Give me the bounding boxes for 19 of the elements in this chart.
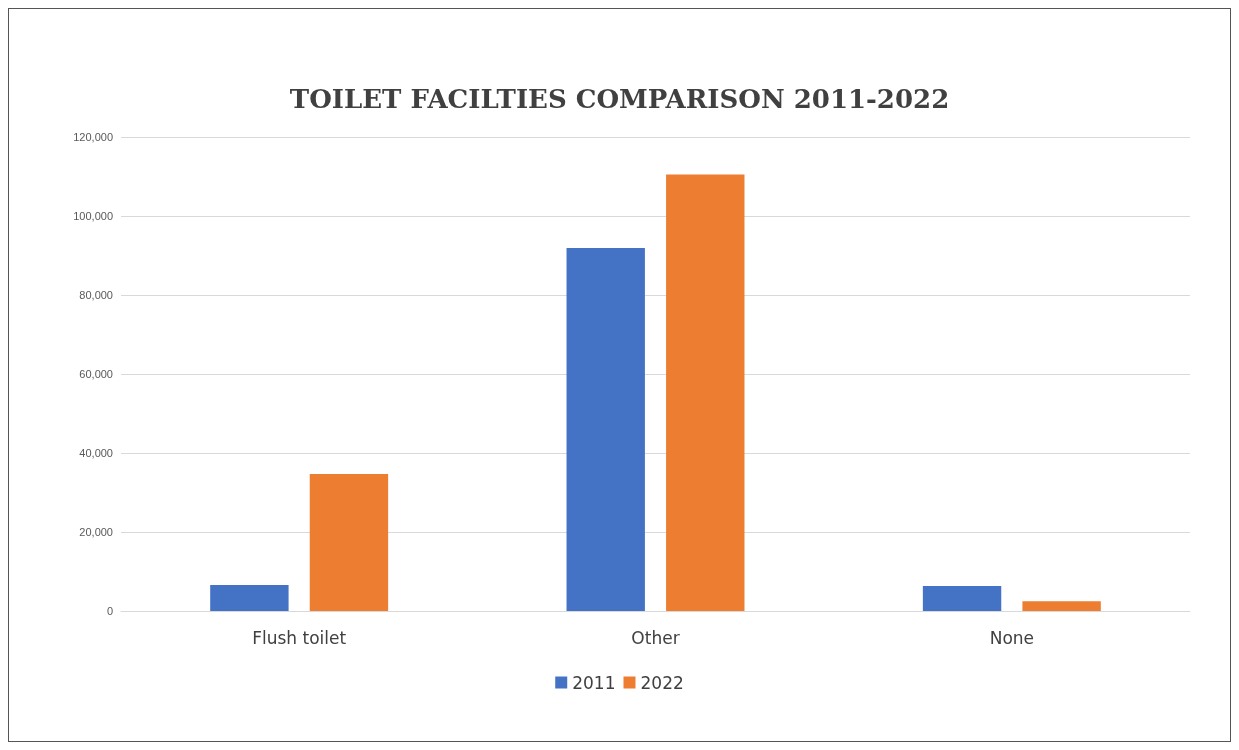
legend-label: 2011: [572, 672, 616, 693]
y-tick-label: 80,000: [79, 289, 113, 301]
bar: [666, 174, 745, 611]
legend-label: 2022: [640, 672, 684, 693]
y-tick-label: 40,000: [79, 447, 113, 459]
y-tick-label: 60,000: [79, 368, 113, 380]
y-tick-label: 120,000: [73, 131, 113, 143]
bar: [922, 586, 1002, 611]
bar: [1022, 601, 1101, 611]
x-tick-label: Other: [631, 627, 680, 648]
bar: [210, 584, 289, 611]
y-tick-label: 0: [106, 605, 113, 617]
x-tick-label: None: [989, 627, 1035, 648]
bar: [566, 248, 645, 611]
x-tick-label: Flush toilet: [252, 627, 347, 648]
y-tick-label: 20,000: [79, 526, 113, 538]
bar: [309, 473, 389, 611]
y-tick-label: 100,000: [73, 210, 113, 222]
chart-title: TOILET FACILTIES COMPARISON 2011-2022: [289, 84, 950, 114]
